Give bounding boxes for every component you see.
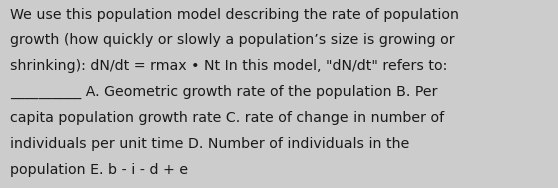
Text: growth (how quickly or slowly a population’s size is growing or: growth (how quickly or slowly a populati… <box>10 33 455 47</box>
Text: individuals per unit time D. Number of individuals in the: individuals per unit time D. Number of i… <box>10 137 410 151</box>
Text: population E. b - i - d + e: population E. b - i - d + e <box>10 163 188 177</box>
Text: We use this population model describing the rate of population: We use this population model describing … <box>10 8 459 21</box>
Text: capita population growth rate C. rate of change in number of: capita population growth rate C. rate of… <box>10 111 444 125</box>
Text: shrinking): dN/dt = rmax • Nt In this model, "dN/dt" refers to:: shrinking): dN/dt = rmax • Nt In this mo… <box>10 59 448 73</box>
Text: __________ A. Geometric growth rate of the population B. Per: __________ A. Geometric growth rate of t… <box>10 85 437 99</box>
